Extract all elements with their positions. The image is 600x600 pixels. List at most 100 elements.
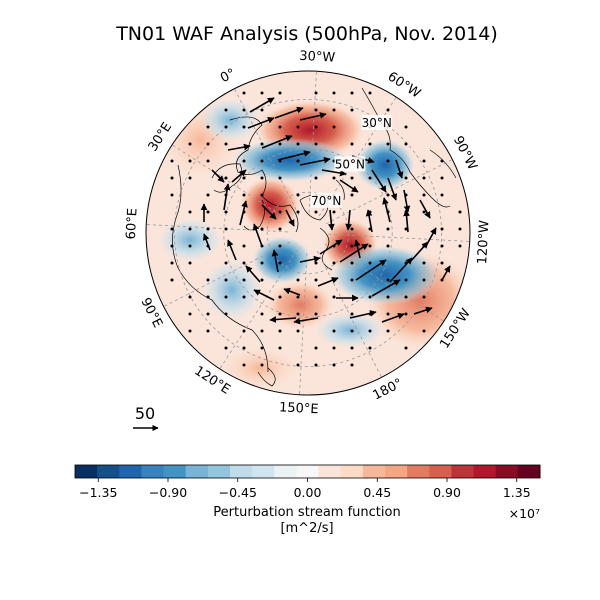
dot [188,329,192,333]
flux-arrow [283,287,301,296]
flux-arrow [328,209,335,231]
colorbar-cells [75,465,541,478]
dot [350,363,354,367]
colorbar-tick-label: 0.45 [363,485,391,500]
dot [224,142,228,146]
dot [458,244,462,248]
dot [332,108,336,112]
dot [386,329,390,333]
dot [260,193,264,197]
dot [386,193,390,197]
dot [404,227,408,231]
longitude-label: 150°E [279,400,319,417]
flux-arrow [239,200,248,226]
dot [278,176,282,180]
dot [188,227,192,231]
dot [386,278,390,282]
latitude-circle [223,148,393,318]
dot [242,176,246,180]
flux-arrow [395,159,404,179]
dot [260,363,264,367]
flux-arrow [381,312,405,323]
dot [332,329,336,333]
flux-arrow [387,177,398,201]
flux-arrow [319,239,343,255]
colorbar-multiplier: ×10⁷ [509,506,540,521]
dot [260,227,264,231]
colorbar-cell [230,465,253,478]
dot [422,261,426,265]
dot [170,227,174,231]
dot [422,193,426,197]
dot [242,91,246,95]
dot [224,278,228,282]
dot [260,278,264,282]
flux-arrow [339,179,359,193]
dot [440,176,444,180]
dot [278,142,282,146]
dot [350,227,354,231]
colorbar-cell [163,465,187,478]
dot [314,295,318,299]
dot [422,295,426,299]
dot [368,142,372,146]
dot [224,227,228,231]
colorbar-cell [296,465,320,478]
dot [350,142,354,146]
dot [314,108,318,112]
flux-arrow [354,239,361,259]
flux-arrow [223,183,231,211]
dot [242,193,246,197]
dot [314,91,318,95]
dot [368,261,372,265]
dot [422,210,426,214]
dot [224,312,228,316]
dot [224,210,228,214]
dot [350,193,354,197]
flux-arrow [413,306,433,315]
waf-vectors [200,97,451,325]
flux-arrow [382,197,391,223]
dot [314,278,318,282]
dot [170,159,174,163]
flux-arrow [271,249,279,273]
dot [332,295,336,299]
latitude-label-box [361,114,393,130]
dot [440,159,444,163]
colorbar-cell [517,465,541,478]
dot [296,142,300,146]
figure-title: TN01 WAF Analysis (500hPa, Nov. 2014) [115,23,498,45]
flux-arrow [269,316,297,323]
flux-arrow [317,277,339,287]
dot [404,125,408,129]
flux-arrow [355,259,387,281]
dot [458,210,462,214]
dot [386,108,390,112]
colorbar-tick-label: 1.35 [503,485,531,500]
colorbar-cell [185,465,209,478]
dot [422,329,426,333]
dot [170,244,174,248]
dot [206,329,210,333]
dot [332,363,336,367]
dot [440,193,444,197]
dot [368,176,372,180]
dot [296,193,300,197]
dot [242,261,246,265]
dot [188,244,192,248]
dot [296,125,300,129]
dot [296,159,300,163]
dot [368,244,372,248]
dot [350,346,354,350]
dot [314,346,318,350]
flux-arrow [274,106,304,119]
map-boundary [145,70,471,396]
dot [224,125,228,129]
dot [206,193,210,197]
dot [314,363,318,367]
dot [386,227,390,231]
dot [296,278,300,282]
dot [404,278,408,282]
colorbar-cell [97,465,120,478]
dot [314,142,318,146]
